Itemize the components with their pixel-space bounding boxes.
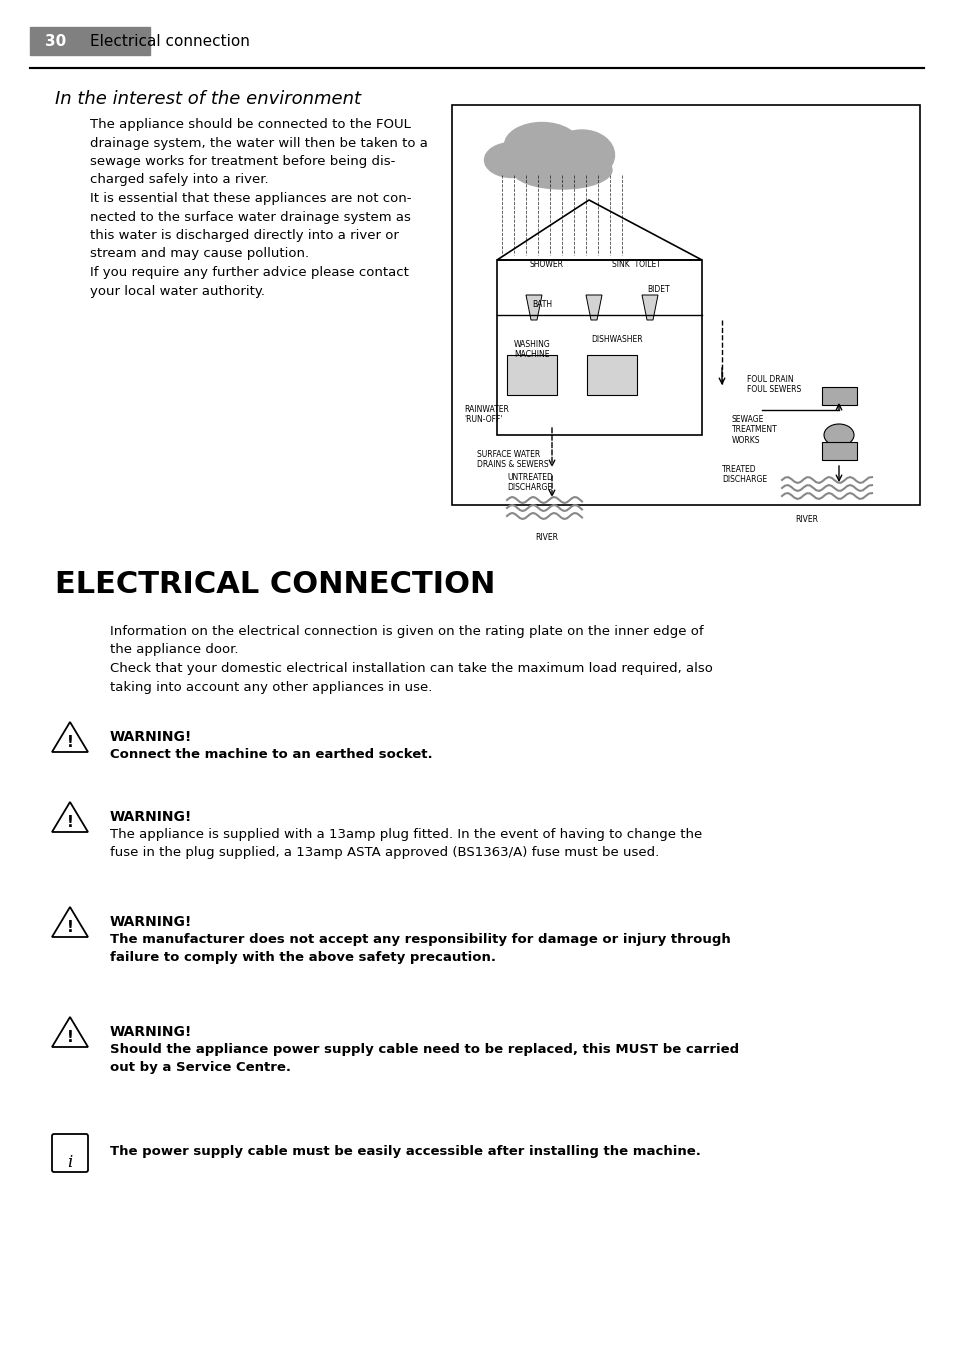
Text: DISHWASHER: DISHWASHER (591, 335, 642, 343)
Text: RIVER: RIVER (535, 533, 558, 542)
Text: SINK  TOILET: SINK TOILET (612, 260, 660, 269)
FancyBboxPatch shape (52, 1134, 88, 1172)
Bar (821, 442, 856, 460)
Text: SHOWER: SHOWER (530, 260, 563, 269)
Polygon shape (52, 907, 88, 937)
Bar (30, 27, 150, 55)
Ellipse shape (484, 142, 539, 177)
Text: The appliance should be connected to the FOUL
drainage system, the water will th: The appliance should be connected to the… (90, 118, 428, 297)
Text: 30: 30 (45, 34, 66, 49)
Text: FOUL DRAIN
FOUL SEWERS: FOUL DRAIN FOUL SEWERS (746, 375, 801, 395)
Ellipse shape (549, 130, 614, 180)
Bar (821, 387, 856, 406)
Text: WASHING
MACHINE: WASHING MACHINE (513, 339, 550, 360)
Bar (586, 356, 637, 395)
Text: BATH: BATH (532, 300, 552, 310)
Text: WARNING!: WARNING! (110, 915, 193, 929)
Text: WARNING!: WARNING! (110, 1025, 193, 1038)
Text: !: ! (67, 919, 73, 936)
Text: RIVER: RIVER (795, 515, 818, 525)
Bar (497, 260, 701, 435)
Ellipse shape (504, 123, 578, 168)
Polygon shape (52, 1017, 88, 1046)
Text: UNTREATED
DISCHARGE: UNTREATED DISCHARGE (506, 473, 553, 492)
Text: SURFACE WATER
DRAINS & SEWERS: SURFACE WATER DRAINS & SEWERS (476, 450, 548, 469)
Text: SEWAGE
TREATMENT
WORKS: SEWAGE TREATMENT WORKS (731, 415, 777, 445)
Text: !: ! (67, 815, 73, 830)
Text: WARNING!: WARNING! (110, 810, 193, 823)
Text: The appliance is supplied with a 13amp plug fitted. In the event of having to ch: The appliance is supplied with a 13amp p… (110, 827, 701, 859)
Text: Should the appliance power supply cable need to be replaced, this MUST be carrie: Should the appliance power supply cable … (110, 1042, 739, 1073)
Polygon shape (52, 802, 88, 831)
Text: Electrical connection: Electrical connection (90, 34, 250, 49)
Ellipse shape (823, 425, 853, 446)
Text: ELECTRICAL CONNECTION: ELECTRICAL CONNECTION (55, 571, 495, 599)
Text: TREATED
DISCHARGE: TREATED DISCHARGE (721, 465, 766, 484)
Polygon shape (525, 295, 541, 320)
Text: The power supply cable must be easily accessible after installing the machine.: The power supply cable must be easily ac… (110, 1145, 700, 1159)
Text: Connect the machine to an earthed socket.: Connect the machine to an earthed socket… (110, 748, 432, 761)
Text: The manufacturer does not accept any responsibility for damage or injury through: The manufacturer does not accept any res… (110, 933, 730, 964)
Text: In the interest of the environment: In the interest of the environment (55, 91, 360, 108)
Text: !: ! (67, 735, 73, 750)
Text: !: ! (67, 1030, 73, 1045)
Text: RAINWATER
'RUN-OFF': RAINWATER 'RUN-OFF' (463, 406, 508, 425)
Text: i: i (68, 1155, 72, 1171)
Text: BIDET: BIDET (646, 285, 669, 293)
Text: WARNING!: WARNING! (110, 730, 193, 744)
Bar (452, 105, 919, 506)
Bar (506, 356, 557, 395)
Polygon shape (641, 295, 658, 320)
Text: Information on the electrical connection is given on the rating plate on the inn: Information on the electrical connection… (110, 625, 712, 694)
Ellipse shape (512, 151, 612, 189)
Polygon shape (52, 722, 88, 752)
Polygon shape (585, 295, 601, 320)
